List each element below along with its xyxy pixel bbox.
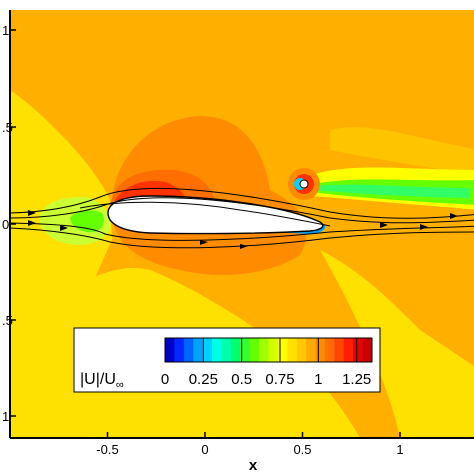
colorbar-swatch: [306, 338, 316, 362]
far-field-low-top: [330, 127, 474, 175]
streamlines: [10, 187, 474, 249]
colorbar-label-sub: ∞: [116, 379, 124, 391]
colorbar-swatch: [334, 338, 345, 362]
y-tick-label: 1: [2, 23, 9, 38]
x-tick-label: 0: [201, 442, 208, 457]
colorbar-swatch: [212, 338, 222, 362]
colorbar-swatch: [221, 338, 232, 362]
colorbar-swatch: [268, 338, 279, 362]
colorbar-label-main: |U|/U: [80, 371, 116, 388]
streamline-3: [10, 222, 474, 241]
streamline-5: [79, 201, 331, 227]
y-tick-label: 1: [2, 409, 9, 424]
colorbar-tick-label: 0.25: [189, 371, 218, 388]
colorbar-swatch: [296, 338, 307, 362]
colorbar-swatches: [164, 337, 373, 363]
colorbar-swatch: [324, 338, 335, 362]
colorbar-legend: 0 0.25 0.5 0.75 1 1.25 |U|/U∞: [73, 327, 381, 393]
far-field-low-right: [320, 250, 474, 438]
cylinder-body: [299, 179, 309, 189]
x-axis-label: x: [249, 457, 258, 474]
y-tick-label: .5: [2, 313, 13, 328]
colorbar-swatch: [165, 338, 175, 362]
arrow-6: [380, 222, 388, 228]
streamline-1: [10, 187, 474, 219]
y-tick-label: 0: [2, 217, 9, 232]
airfoil-body: [107, 195, 324, 235]
colorbar-tick-label: 1: [314, 371, 322, 388]
streamline-2: [10, 197, 474, 224]
streamline-4: [10, 227, 474, 249]
colorbar-tick-label: 1.25: [342, 371, 371, 388]
colorbar-swatch: [249, 338, 260, 362]
colorbar-swatch: [193, 338, 203, 362]
x-ticks: -0.5 0 0.5 1: [96, 432, 404, 457]
wake-core: [315, 184, 470, 198]
colorbar-swatch: [174, 338, 185, 362]
colorbar-tick-label: 0.75: [265, 371, 294, 388]
colorbar-tick-label: 0.5: [231, 371, 252, 388]
colorbar-swatch: [277, 338, 288, 362]
colorbar-swatch: [240, 338, 250, 362]
colorbar-label: |U|/U∞: [80, 371, 124, 391]
colorbar-ticks: 0 0.25 0.5 0.75 1 1.25: [161, 338, 371, 388]
colorbar-swatch: [362, 338, 373, 362]
y-tick-label: .5: [2, 120, 13, 135]
y-ticks: 1 .5 0 .5 1: [2, 23, 16, 424]
arrow-5: [240, 244, 248, 249]
colorbar-swatch: [230, 338, 241, 362]
x-tick-label: -0.5: [96, 442, 118, 457]
colorbar-swatch: [343, 338, 354, 362]
colorbar-swatch: [183, 338, 194, 362]
arrow-2: [28, 220, 36, 226]
streamline-arrows: [28, 210, 458, 249]
arrow-3: [60, 225, 68, 231]
arrow-8: [450, 213, 458, 219]
x-tick-label: 0.5: [293, 442, 311, 457]
colorbar-swatch: [259, 338, 269, 362]
arrow-7: [420, 224, 428, 230]
colorbar-swatch: [287, 338, 298, 362]
axes: -0.5 0 0.5 1 1.50.51 x: [2, 10, 474, 474]
colorbar-swatch: [353, 338, 363, 362]
x-tick-label: 1: [396, 442, 403, 457]
arrow-4: [200, 240, 208, 245]
arrow-1: [28, 210, 36, 216]
colorbar-swatch: [315, 338, 326, 362]
colorbar-tick-label: 0: [161, 371, 169, 388]
colorbar-swatch: [202, 338, 213, 362]
